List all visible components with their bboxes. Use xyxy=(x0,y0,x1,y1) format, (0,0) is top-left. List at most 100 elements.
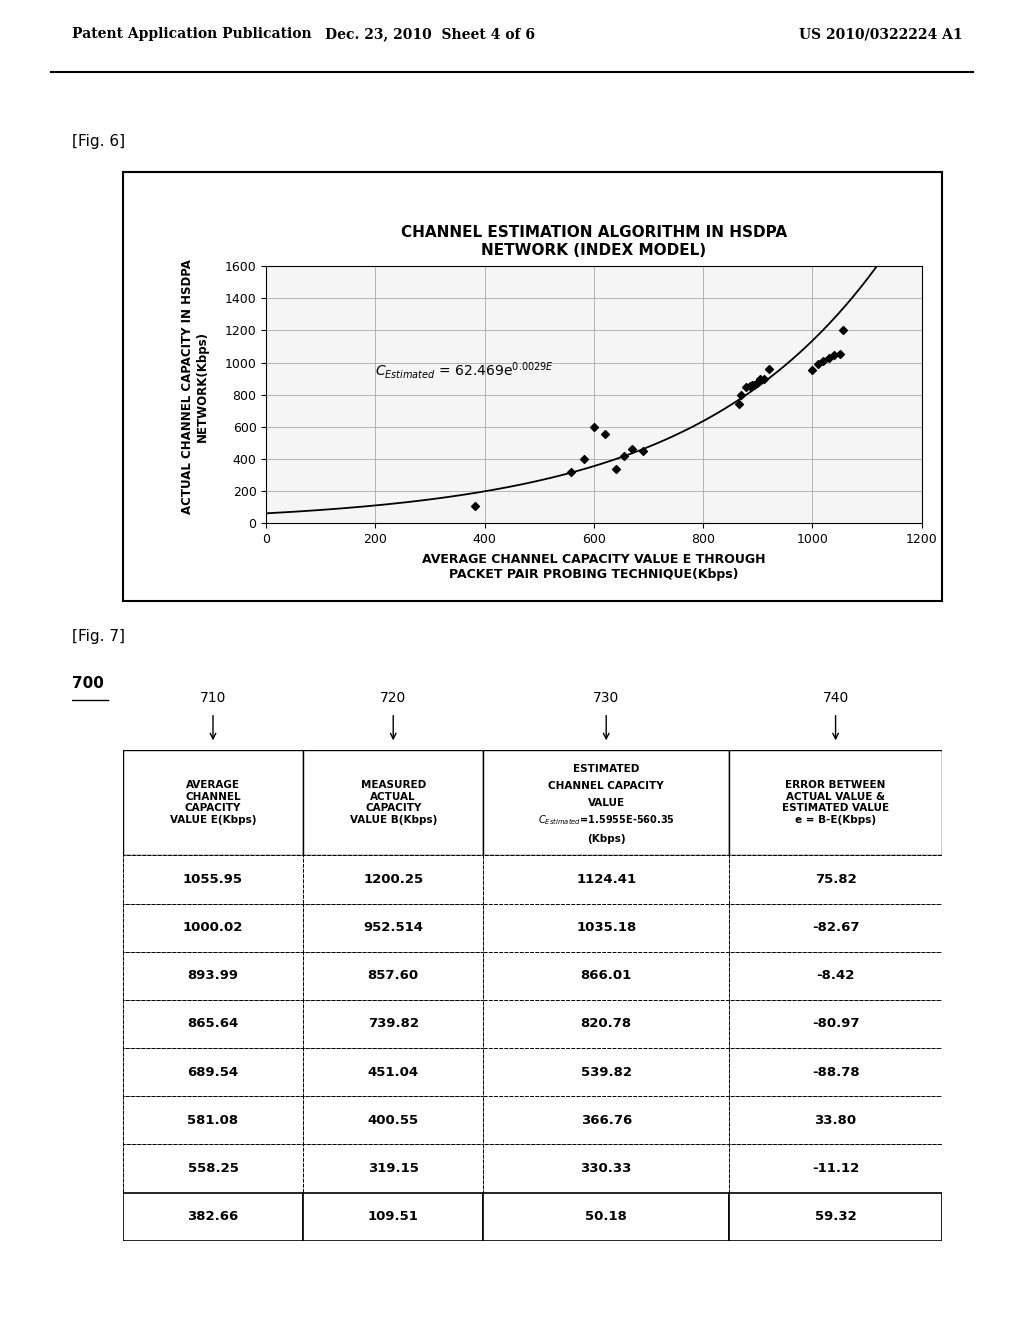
Bar xyxy=(303,1096,483,1144)
Text: 558.25: 558.25 xyxy=(187,1162,239,1175)
Text: 952.514: 952.514 xyxy=(364,921,423,935)
Point xyxy=(737,378,754,399)
Text: US 2010/0322224 A1: US 2010/0322224 A1 xyxy=(799,28,963,41)
Text: 1124.41: 1124.41 xyxy=(577,873,636,886)
Text: 539.82: 539.82 xyxy=(581,1065,632,1078)
Text: 730: 730 xyxy=(593,692,620,705)
Bar xyxy=(483,1144,729,1192)
Bar xyxy=(303,750,483,855)
Text: 382.66: 382.66 xyxy=(187,1210,239,1224)
Text: $C_{Estimated}$=1.5955E-560.35: $C_{Estimated}$=1.5955E-560.35 xyxy=(538,813,675,828)
Bar xyxy=(729,1192,942,1241)
Text: 893.99: 893.99 xyxy=(187,969,239,982)
Point xyxy=(467,495,483,516)
Bar xyxy=(303,903,483,952)
Point xyxy=(615,445,632,466)
Bar xyxy=(303,1192,483,1241)
Text: 366.76: 366.76 xyxy=(581,1114,632,1127)
Text: 720: 720 xyxy=(380,692,407,705)
Point xyxy=(749,372,765,393)
Point xyxy=(815,350,831,371)
Bar xyxy=(123,1144,303,1192)
X-axis label: AVERAGE CHANNEL CAPACITY VALUE E THROUGH
PACKET PAIR PROBING TECHNIQUE(Kbps): AVERAGE CHANNEL CAPACITY VALUE E THROUGH… xyxy=(422,553,766,581)
Text: 451.04: 451.04 xyxy=(368,1065,419,1078)
Text: 700: 700 xyxy=(72,676,103,692)
Bar xyxy=(303,952,483,999)
Bar xyxy=(123,903,303,952)
Text: -88.78: -88.78 xyxy=(812,1065,859,1078)
Text: 50.18: 50.18 xyxy=(586,1210,627,1224)
Point xyxy=(744,375,761,396)
Bar xyxy=(483,855,729,903)
Text: ERROR BETWEEN
ACTUAL VALUE &
ESTIMATED VALUE
e = B-E(Kbps): ERROR BETWEEN ACTUAL VALUE & ESTIMATED V… xyxy=(782,780,889,825)
Text: AVERAGE
CHANNEL
CAPACITY
VALUE E(Kbps): AVERAGE CHANNEL CAPACITY VALUE E(Kbps) xyxy=(170,780,256,825)
Bar xyxy=(123,952,303,999)
Point xyxy=(761,359,777,380)
Point xyxy=(826,345,843,366)
Text: $C_{Estimated}$ = 62.469e$^{0.0029E}$: $C_{Estimated}$ = 62.469e$^{0.0029E}$ xyxy=(376,360,554,381)
Text: 109.51: 109.51 xyxy=(368,1210,419,1224)
Text: 1035.18: 1035.18 xyxy=(577,921,636,935)
Bar xyxy=(729,1096,942,1144)
Text: -80.97: -80.97 xyxy=(812,1018,859,1031)
Bar xyxy=(303,855,483,903)
Bar xyxy=(123,1048,303,1096)
Text: ACTUAL CHANNEL CAPACITY IN HSDPA
NETWORK(Kbps): ACTUAL CHANNEL CAPACITY IN HSDPA NETWORK… xyxy=(180,259,209,513)
Text: 75.82: 75.82 xyxy=(815,873,856,886)
Point xyxy=(607,458,624,479)
Point xyxy=(804,359,820,380)
Bar xyxy=(123,1096,303,1144)
Bar xyxy=(729,999,942,1048)
Text: 857.60: 857.60 xyxy=(368,969,419,982)
Point xyxy=(563,462,580,483)
Point xyxy=(756,368,772,389)
Bar xyxy=(729,855,942,903)
Point xyxy=(597,424,613,445)
Text: (Kbps): (Kbps) xyxy=(587,834,626,845)
Bar xyxy=(729,952,942,999)
Text: CHANNEL CAPACITY: CHANNEL CAPACITY xyxy=(549,780,664,791)
Text: 33.80: 33.80 xyxy=(814,1114,857,1127)
Point xyxy=(586,416,602,437)
Point xyxy=(741,375,758,396)
Bar xyxy=(483,903,729,952)
Text: -11.12: -11.12 xyxy=(812,1162,859,1175)
Bar xyxy=(303,999,483,1048)
Text: -8.42: -8.42 xyxy=(816,969,855,982)
Bar xyxy=(123,855,303,903)
Text: 1000.02: 1000.02 xyxy=(183,921,243,935)
Bar xyxy=(303,1048,483,1096)
Text: 689.54: 689.54 xyxy=(187,1065,239,1078)
Point xyxy=(624,438,640,459)
Text: 581.08: 581.08 xyxy=(187,1114,239,1127)
Point xyxy=(733,384,750,405)
Bar xyxy=(729,750,942,855)
Bar xyxy=(123,1192,303,1241)
Text: ESTIMATED: ESTIMATED xyxy=(573,764,639,774)
Point xyxy=(831,343,848,364)
Point xyxy=(635,441,651,462)
Text: 740: 740 xyxy=(822,692,849,705)
Bar xyxy=(729,1048,942,1096)
Bar xyxy=(729,903,942,952)
Text: 866.01: 866.01 xyxy=(581,969,632,982)
Point xyxy=(575,449,592,470)
Text: 400.55: 400.55 xyxy=(368,1114,419,1127)
Text: 1055.95: 1055.95 xyxy=(183,873,243,886)
Point xyxy=(810,354,826,375)
Bar xyxy=(483,952,729,999)
Text: [Fig. 7]: [Fig. 7] xyxy=(72,630,125,644)
Bar xyxy=(483,750,729,855)
Bar xyxy=(483,999,729,1048)
Bar xyxy=(483,1048,729,1096)
Point xyxy=(731,393,748,414)
Bar xyxy=(123,999,303,1048)
Bar xyxy=(123,750,303,855)
Text: 319.15: 319.15 xyxy=(368,1162,419,1175)
Point xyxy=(753,368,769,389)
Text: [Fig. 6]: [Fig. 6] xyxy=(72,135,125,149)
Text: 865.64: 865.64 xyxy=(187,1018,239,1031)
Text: 330.33: 330.33 xyxy=(581,1162,632,1175)
Text: 739.82: 739.82 xyxy=(368,1018,419,1031)
Point xyxy=(835,319,851,341)
